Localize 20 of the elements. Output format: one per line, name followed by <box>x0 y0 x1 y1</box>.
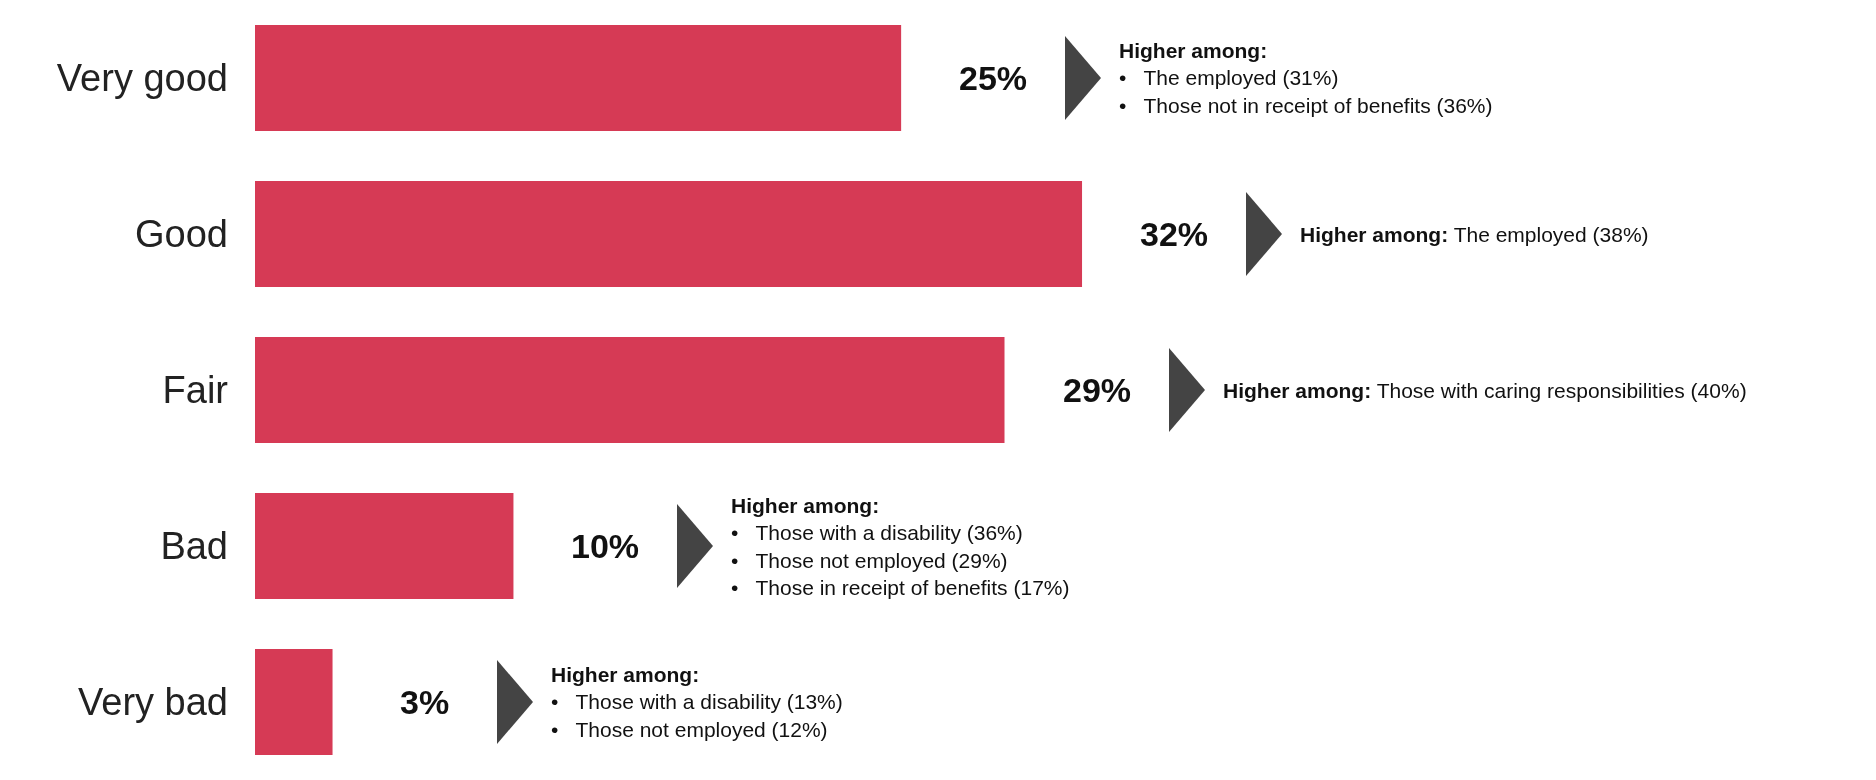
y-tick-label: Good <box>135 213 228 256</box>
bar <box>255 180 1083 288</box>
bar <box>255 336 1005 444</box>
text: Higher among: • The employed (31%) • Those not in receipt of benefits (36%) <box>1119 39 1493 117</box>
data-label: 29% <box>1063 371 1132 409</box>
text: Higher among: Those with caring responsibilities (40%) <box>1223 379 1747 402</box>
annotation: Higher among: • Those with a disability (13%) • Those not employed (12%) <box>551 663 843 741</box>
text: Higher among: The employed (38%) <box>1300 223 1649 246</box>
y-tick-label: Fair <box>162 369 229 412</box>
annotation: Higher among: • Those with a disability (36%) • Those not employed (29%) • Those in receipt of benefits (17%) <box>731 494 1070 599</box>
y-tick-label: Very good <box>56 57 228 100</box>
data-label: 32% <box>1140 215 1209 253</box>
bar <box>255 24 902 132</box>
data-label: 10% <box>571 527 640 565</box>
data-label: 25% <box>959 59 1028 97</box>
bar <box>255 492 514 600</box>
y-tick-label: Very bad <box>78 681 228 724</box>
bar <box>255 648 333 756</box>
data-label: 3% <box>400 683 450 721</box>
y-tick-label: Bad <box>160 525 228 568</box>
